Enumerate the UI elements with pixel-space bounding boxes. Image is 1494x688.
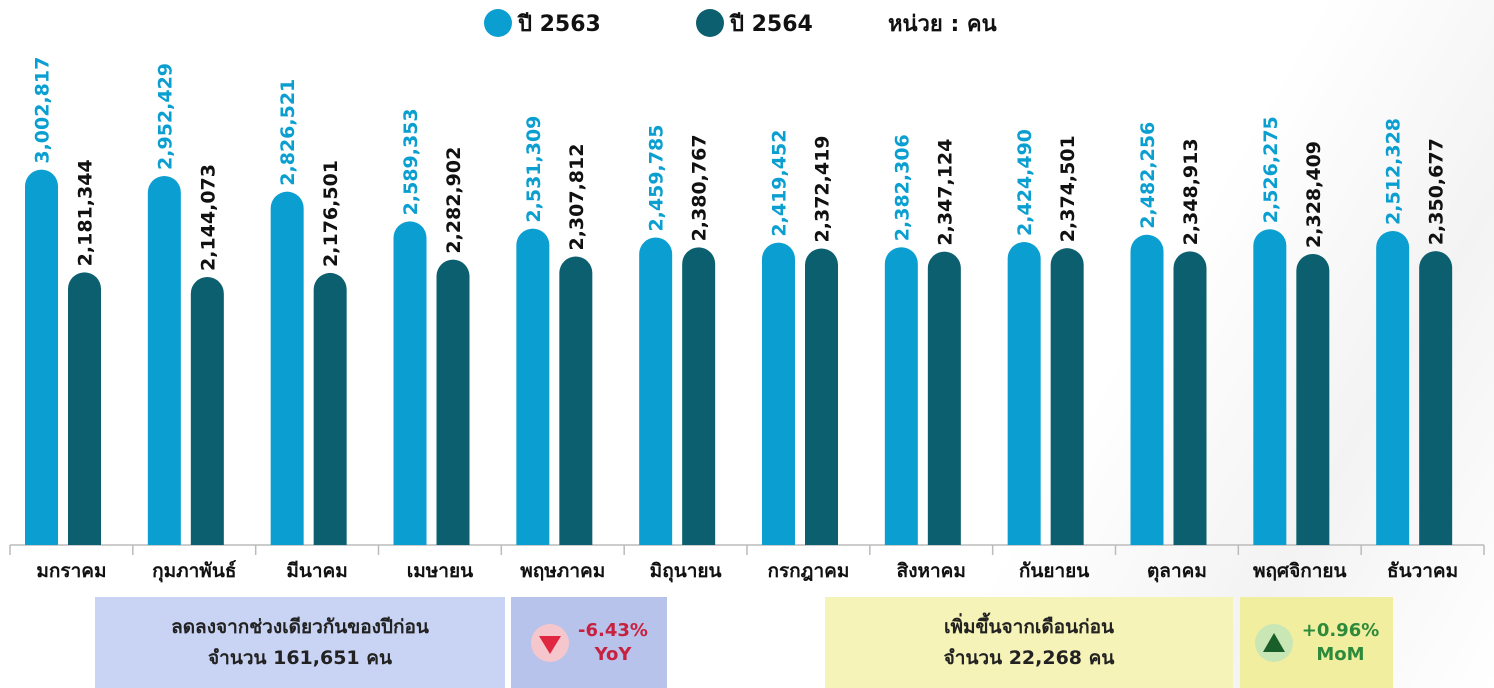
bar (270, 191, 304, 546)
bar (1130, 234, 1164, 545)
value-label: 2,347,124 (934, 139, 956, 246)
bar (1419, 251, 1453, 545)
x-tick-label: เมษายน (407, 560, 473, 582)
value-label: 2,512,328 (1383, 118, 1405, 225)
value-label: 2,589,353 (400, 108, 422, 215)
bar (147, 175, 181, 545)
mom-line2: จำนวน 22,268 คน (943, 646, 1115, 669)
bar (1376, 230, 1410, 545)
bar (884, 247, 918, 545)
value-label: 2,459,785 (646, 125, 668, 232)
up-icon (1254, 623, 1293, 662)
bar (516, 228, 550, 545)
bar (762, 242, 795, 545)
x-tick-label: พฤษภาคม (520, 560, 605, 582)
bar (1296, 253, 1330, 545)
yoy-line2: จำนวน 161,651 คน (208, 646, 392, 669)
value-label: 2,181,344 (75, 159, 97, 266)
yoy-line1: ลดลงจากช่วงเดียวกันของปีก่อน (171, 616, 429, 639)
value-label: 2,374,501 (1057, 135, 1079, 242)
bar (1173, 251, 1207, 546)
value-label: 2,372,419 (812, 135, 834, 242)
legend-label: ปี 2563 (517, 12, 601, 37)
x-tick-label: ตุลาคม (1147, 560, 1207, 583)
bar (25, 169, 58, 545)
bar (639, 237, 673, 545)
bar (682, 247, 716, 546)
x-tick-label: พฤศจิกายน (1253, 560, 1347, 582)
yoy-label: YoY (594, 643, 632, 665)
x-tick-label: มกราคม (36, 560, 106, 582)
value-label: 2,419,452 (769, 130, 791, 237)
mom-box: เพิ่มขึ้นจากเดือนก่อน จำนวน 22,268 คน (825, 597, 1233, 688)
bar (805, 248, 838, 545)
yoy-badge: -6.43% YoY (511, 597, 667, 688)
value-label: 2,952,429 (154, 63, 176, 170)
value-label: 2,826,521 (277, 79, 299, 186)
value-label: 2,328,409 (1303, 141, 1325, 248)
x-tick-label: กันยายน (1019, 560, 1089, 582)
mom-badge: +0.96% MoM (1240, 597, 1393, 688)
down-icon (531, 623, 570, 662)
bar (1050, 248, 1084, 546)
value-label: 2,526,275 (1260, 116, 1282, 223)
mom-change: +0.96% (1301, 620, 1380, 642)
x-tick-label: สิงหาคม (897, 560, 966, 582)
value-label: 2,382,306 (891, 134, 913, 241)
bar (927, 251, 961, 546)
bar (313, 272, 347, 545)
bar (1007, 241, 1041, 545)
legend-unit: หน่วย : คน (888, 12, 997, 37)
value-label: 2,482,256 (1137, 122, 1159, 229)
value-label: 2,282,902 (443, 147, 465, 254)
value-label: 2,380,767 (689, 134, 711, 241)
x-tick-label: ธันวาคม (1387, 560, 1458, 582)
legend-label: ปี 2564 (729, 12, 813, 37)
mom-label: MoM (1316, 643, 1365, 665)
legend-swatch (696, 9, 724, 37)
yoy-change: -6.43% (578, 620, 648, 642)
bar (559, 256, 593, 545)
value-label: 2,307,812 (566, 144, 588, 251)
value-label: 2,144,073 (197, 164, 219, 271)
value-label: 2,424,490 (1014, 129, 1036, 236)
x-tick-label: กรกฎาคม (767, 560, 849, 582)
legend-swatch (484, 9, 512, 37)
mom-line1: เพิ่มขึ้นจากเดือนก่อน (944, 616, 1114, 639)
yoy-box: ลดลงจากช่วงเดียวกันของปีก่อน จำนวน 161,6… (95, 597, 505, 688)
x-tick-label: กุมภาพันธ์ (152, 560, 236, 583)
value-label: 2,531,309 (523, 116, 545, 223)
x-tick-label: มีนาคม (286, 560, 347, 582)
bar (1253, 229, 1287, 545)
value-label: 2,176,501 (320, 160, 342, 267)
bar (393, 221, 427, 546)
bar (436, 259, 470, 545)
x-tick-label: มิถุนายน (650, 560, 722, 583)
value-label: 2,350,677 (1426, 138, 1448, 245)
value-label: 3,002,817 (32, 57, 54, 164)
bar (190, 276, 224, 545)
bar (68, 272, 101, 545)
value-label: 2,348,913 (1180, 138, 1202, 245)
